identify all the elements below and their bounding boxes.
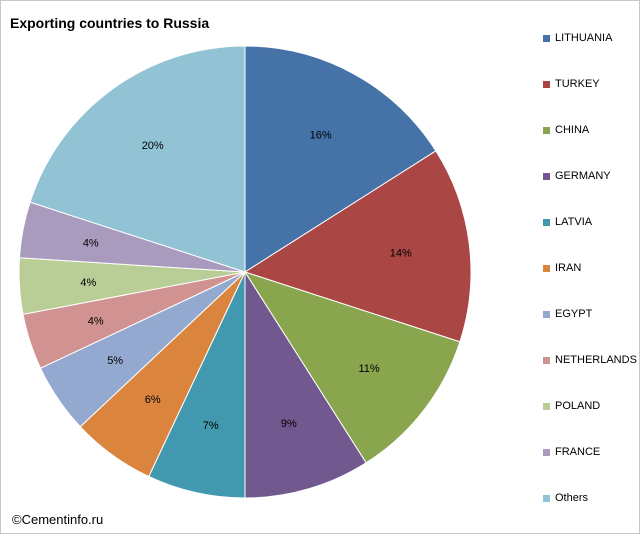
legend-label: CHINA (555, 124, 590, 136)
copyright-text: ©Cementinfo.ru (12, 512, 104, 527)
slice-label-iran: 6% (145, 394, 161, 406)
legend-swatch (543, 35, 550, 42)
legend-label: IRAN (555, 262, 582, 274)
legend-label: FRANCE (555, 446, 601, 458)
slice-label-netherlands: 4% (88, 316, 104, 328)
legend-swatch (543, 127, 550, 134)
slice-label-turkey: 14% (390, 247, 412, 259)
legend-swatch (543, 357, 550, 364)
slice-label-france: 4% (83, 238, 99, 250)
legend-swatch (543, 495, 550, 502)
legend-label: LATVIA (555, 216, 593, 228)
legend-swatch (543, 265, 550, 272)
pie-slice-china (243, 271, 461, 464)
legend-swatch (543, 449, 550, 456)
pie-slice-lithuania (244, 45, 437, 273)
legend-label: POLAND (555, 400, 601, 412)
slice-label-egypt: 5% (107, 355, 123, 367)
legend-label: LITHUANIA (555, 32, 613, 44)
pie-slice-others (29, 45, 246, 273)
legend-swatch (543, 173, 550, 180)
pie-slice-turkey (243, 150, 472, 343)
slice-label-latvia: 7% (203, 420, 219, 432)
legend-swatch (543, 81, 550, 88)
slice-label-poland: 4% (80, 277, 96, 289)
chart-title: Exporting countries to Russia (10, 15, 210, 31)
slice-label-china: 11% (358, 363, 379, 375)
slice-label-others: 20% (142, 140, 164, 152)
legend-label: GERMANY (555, 170, 611, 182)
legend-label: Others (555, 492, 589, 504)
legend-label: NETHERLANDS (555, 354, 637, 366)
slice-label-germany: 9% (281, 418, 297, 430)
slice-label-lithuania: 16% (310, 129, 332, 141)
pie-slice-germany (244, 270, 367, 499)
legend-swatch (543, 219, 550, 226)
legend-label: EGYPT (555, 308, 593, 320)
legend-swatch (543, 403, 550, 410)
legend-swatch (543, 311, 550, 318)
legend-label: TURKEY (555, 78, 600, 90)
